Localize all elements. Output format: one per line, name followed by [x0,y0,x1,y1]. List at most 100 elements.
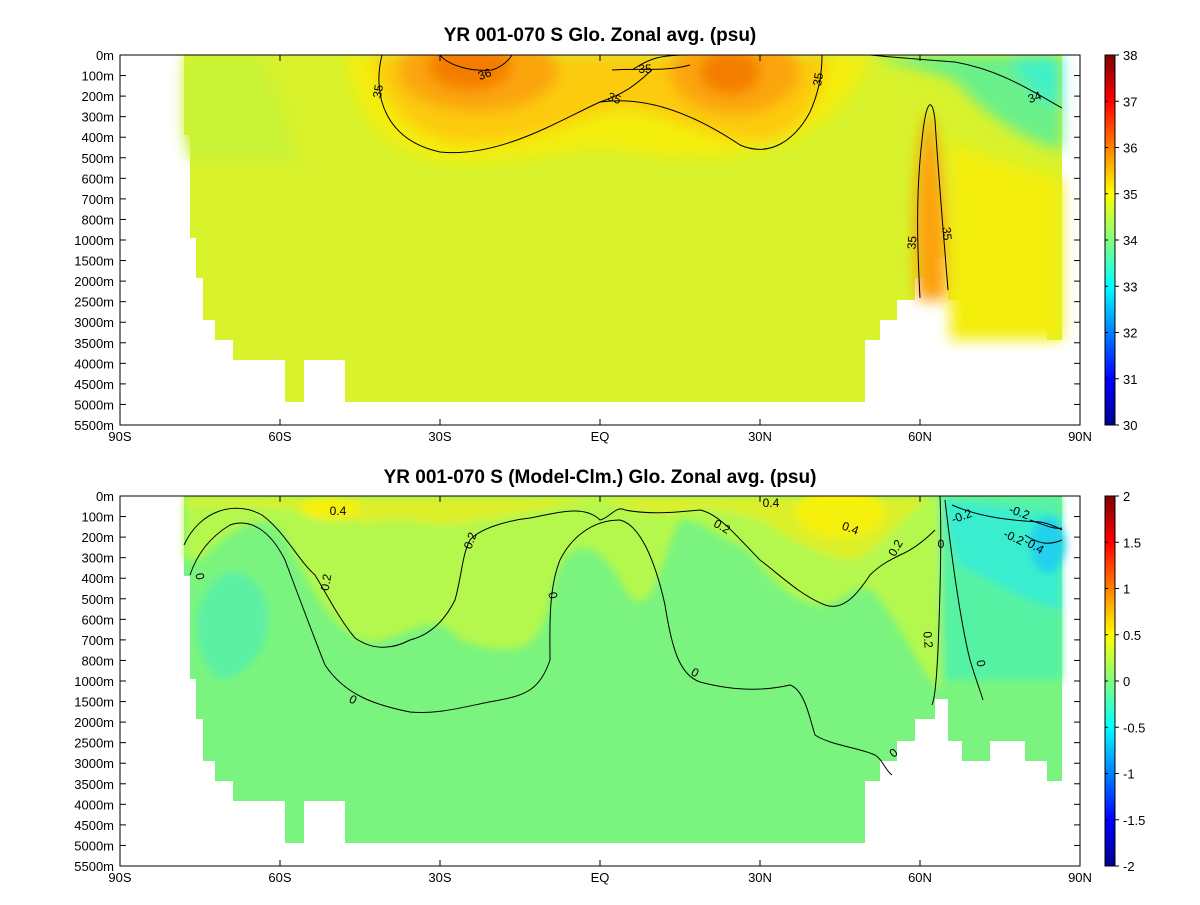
x-tick-label: EQ [591,870,610,885]
y-tick-label: 3500m [74,777,114,792]
x-tick-label: 60N [908,429,932,444]
panel-absolute-salinity: YR 001-070 S Glo. Zonal avg. (psu) [74,25,1137,444]
contour-label: 34 [1026,88,1044,106]
y-tick-label: 500m [81,592,114,607]
y-tick-label: 2000m [74,715,114,730]
panel-2-title: YR 001-070 S (Model-Clm.) Glo. Zonal avg… [384,467,817,488]
y-tick-label: 5500m [74,859,114,874]
contour-label: 35 [904,235,919,250]
colorbar-ticks-bottom: -2 -1.5 -1 -0.5 0 0.5 1 1.5 2 [1105,489,1145,874]
y-tick-label: 1500m [74,695,114,710]
y-tick-label: 600m [81,612,114,627]
arctic-negative-mid [945,500,1062,610]
anomaly-shading [184,496,1066,690]
arctic-negative-core [1030,517,1066,573]
colorbar-tick-label: 35 [1123,187,1137,202]
colorbar-tick-label: 2 [1123,489,1130,504]
contour-label: 0.4 [330,504,347,518]
y-tick-label: 0m [96,48,114,63]
colorbar-tick-label: -0.5 [1123,720,1145,735]
contour-label: 0 [938,537,945,551]
anomaly-field: 0.4 0.2 0.2 0 0 0 0 0.2 0.4 0.4 0.2 0 0.… [183,496,1066,843]
y-tick-label: 600m [81,171,114,186]
x-tick-label: 90N [1068,429,1092,444]
positive-max [795,496,885,538]
y-tick-label: 5000m [74,838,114,853]
salinity-shading [184,55,1062,340]
colorbar-tick-label: 0.5 [1123,628,1141,643]
y-tick-label: 100m [81,510,114,525]
contour-label: 35 [606,89,624,107]
y-tick-label: 0m [96,489,114,504]
y-tick-label: 300m [81,551,114,566]
y-tick-label: 4500m [74,377,114,392]
axes-top: 90S 60S 30S EQ 30N 60N 90N 0m 100m 200m 300m 400m 50… [74,48,1092,444]
y-tick-label: 1000m [74,233,114,248]
panel-salinity-anomaly: YR 001-070 S (Model-Clm.) Glo. Zonal avg… [74,467,1145,885]
colorbar-tick-label: 30 [1123,418,1137,433]
positive-max-2 [300,496,360,520]
contour-label: 35 [370,83,386,99]
y-tick-label: 4500m [74,818,114,833]
colorbar-tick-label: 33 [1123,279,1137,294]
contour-label: 0 [973,659,988,668]
y-tick-label: 4000m [74,356,114,371]
contours-top [378,55,1063,299]
y-tick-label: 100m [81,69,114,84]
south-max-2 [428,55,512,90]
x-tick-label: 30S [428,429,451,444]
colorbar-tick-label: 37 [1123,94,1137,109]
south-negative [196,572,268,680]
colorbar-tick-label: 32 [1123,326,1137,341]
y-tick-label: 1500m [74,254,114,269]
x-tick-label: 90S [108,870,131,885]
axes-bottom: 90S 60S 30S EQ 30N 60N 90N 0m 100m 200m 300m 400m 50… [74,489,1092,885]
y-tick-label: 800m [81,212,114,227]
colorbar-tick-label: -1 [1123,767,1135,782]
y-tick-label: 2000m [74,274,114,289]
contour-labels-bottom: 0.4 0.2 0.2 0 0 0 0 0.2 0.4 0.4 0.2 0 0.… [192,496,1046,760]
contour-label: 0 [192,572,207,581]
x-tick-label: 90N [1068,870,1092,885]
y-tick-label: 400m [81,571,114,586]
contour-label: -0.2 [1007,502,1032,522]
y-tick-label: 4000m [74,797,114,812]
x-tick-label: 60N [908,870,932,885]
y-tick-label: 3500m [74,336,114,351]
x-tick-label: 30N [748,870,772,885]
southern-fresh [184,55,295,160]
contour-label: 35 [638,62,652,76]
arctic-fresh-core [1010,55,1062,110]
y-tick-label: 2500m [74,736,114,751]
x-tick-label: 90S [108,429,131,444]
y-tick-label: 700m [81,192,114,207]
colorbar-tick-label: 1.5 [1123,535,1141,550]
y-tick-label: 5500m [74,418,114,433]
y-tick-label: 5000m [74,397,114,412]
colorbar-tick-label: 38 [1123,48,1137,63]
y-tick-label: 2500m [74,295,114,310]
contours-bottom [183,496,1063,776]
contour-label: 0.2 [461,530,480,551]
panel-1-title: YR 001-070 S Glo. Zonal avg. (psu) [444,25,757,46]
x-tick-label: 60S [268,870,291,885]
contour-label: -0.2 [950,506,975,526]
contour-label: 35 [939,226,954,241]
y-tick-label: 1000m [74,674,114,689]
y-tick-label: 3000m [74,756,114,771]
y-tick-label: 200m [81,530,114,545]
arctic-basin [950,140,1062,340]
contour-label: 0.2 [318,573,335,592]
salinity-field: 36 35 35 35 35 35 35 34 [184,55,1063,402]
colorbar-tick-label: -1.5 [1123,813,1145,828]
arctic-fresh [870,55,1062,150]
positive-mid [184,496,930,560]
y-tick-label: 200m [81,89,114,104]
x-tick-label: EQ [591,429,610,444]
positive-layer [184,496,940,690]
colorbar-tick-label: 31 [1123,372,1137,387]
y-tick-label: 300m [81,110,114,125]
y-tick-label: 800m [81,653,114,668]
